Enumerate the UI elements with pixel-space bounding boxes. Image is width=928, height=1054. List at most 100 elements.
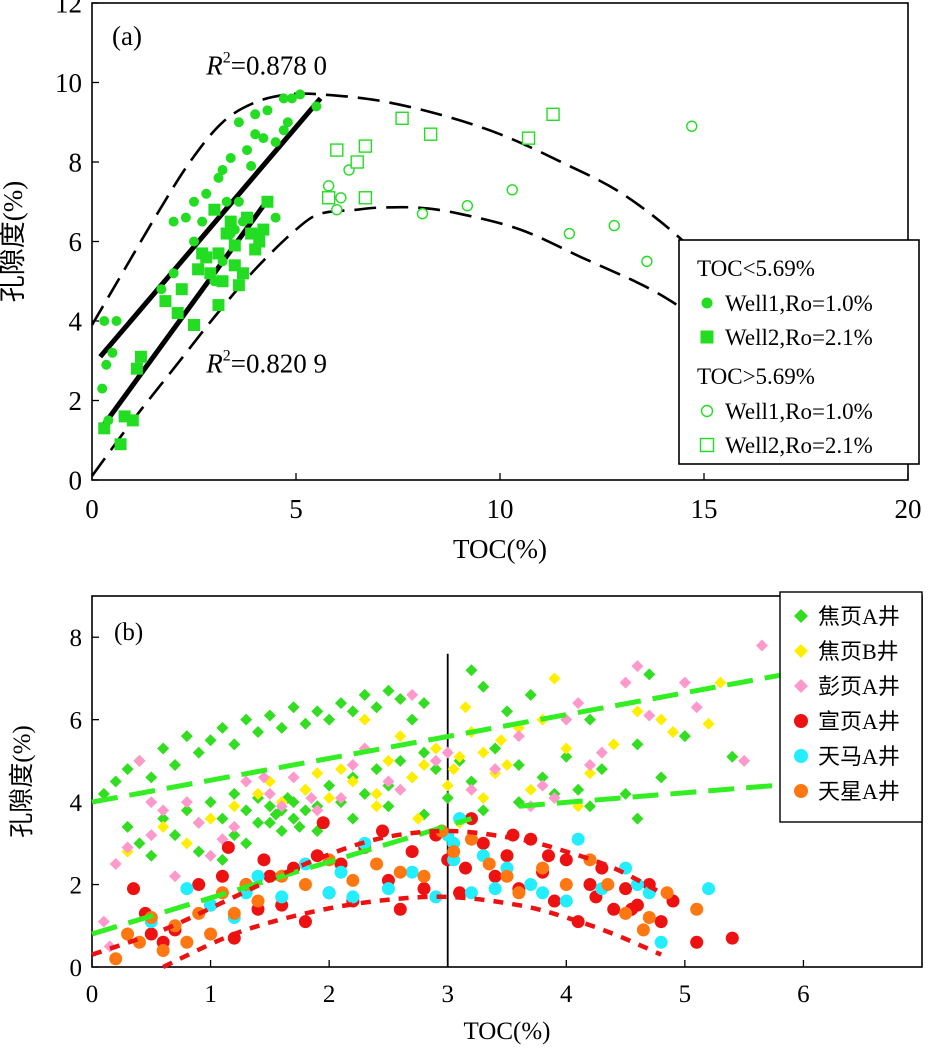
data-point [619, 787, 632, 800]
x-tick-label: 2 [323, 981, 336, 1008]
data-point [334, 865, 348, 879]
y-tick-label: 2 [70, 872, 83, 899]
legend-entry-label: 宣页A井 [818, 709, 900, 734]
envelope-curve [162, 894, 662, 970]
data-point [536, 861, 550, 875]
data-point [542, 849, 555, 863]
data-point [99, 316, 110, 326]
data-point [702, 882, 716, 896]
data-point [488, 869, 502, 883]
data-point [258, 133, 269, 144]
data-point [393, 865, 407, 879]
data-point [643, 668, 656, 681]
data-point [678, 730, 691, 743]
data-point [168, 919, 182, 933]
data-point [189, 196, 199, 207]
data-point [512, 759, 525, 772]
data-point [595, 763, 608, 776]
data-point [322, 886, 336, 900]
data-point [346, 775, 359, 788]
data-point [204, 898, 218, 912]
data-point [204, 849, 217, 862]
x-tick-label: 5 [679, 981, 692, 1008]
legend-box [678, 239, 920, 465]
data-point [130, 362, 143, 375]
data-point [213, 172, 224, 183]
data-point [394, 693, 407, 706]
data-point [180, 935, 194, 949]
legend-marker [699, 437, 715, 453]
data-point [305, 791, 318, 804]
data-point [169, 870, 181, 883]
data-point [293, 820, 306, 833]
data-point [175, 283, 188, 296]
data-point [350, 155, 364, 169]
data-point [346, 759, 359, 772]
data-point [643, 709, 656, 722]
legend-group-title: TOC>5.69% [697, 364, 815, 389]
x-tick-label: 0 [86, 981, 99, 1008]
panel-label: (a) [112, 21, 142, 51]
data-point [382, 775, 395, 788]
data-point [216, 721, 229, 734]
data-point [298, 878, 312, 892]
y-tick-label: 2 [69, 386, 83, 416]
data-point [275, 824, 288, 837]
data-point [584, 800, 596, 813]
data-point [506, 184, 518, 196]
series-square-open [321, 107, 560, 205]
dashed-bound-curve [90, 92, 726, 326]
data-point [725, 931, 739, 945]
data-point [429, 742, 442, 755]
data-point [287, 812, 300, 825]
data-point [282, 117, 293, 128]
data-point [559, 853, 573, 867]
panel-label: (b) [114, 619, 143, 646]
data-point [547, 894, 561, 908]
data-point [346, 890, 360, 904]
legend-a: TOC<5.69% Well1,Ro=1.0% Well2,Ro=2.1% TOC>5… [678, 239, 920, 465]
data-point [607, 902, 621, 916]
data-point [216, 812, 229, 825]
data-point [251, 869, 265, 883]
x-tick-label: 4 [560, 981, 573, 1008]
data-point [133, 754, 146, 767]
data-point [607, 738, 620, 751]
data-point [228, 239, 241, 252]
regression-line [98, 96, 323, 359]
data-point [382, 684, 395, 697]
data-point [563, 227, 576, 240]
data-point [512, 730, 525, 743]
data-point [702, 717, 715, 730]
data-point [501, 759, 513, 772]
y-tick-label: 0 [69, 465, 83, 495]
data-point [121, 841, 134, 854]
data-point [224, 215, 237, 228]
panel-a: 0 5 10 15 20024681012TOC(%)孔隙度(%)(a)R2=0.878… [0, 0, 922, 564]
data-point [447, 845, 461, 859]
data-point [233, 196, 244, 207]
data-point [242, 145, 253, 156]
data-point [287, 771, 300, 784]
data-point [429, 763, 442, 776]
data-point [257, 223, 270, 236]
data-point [595, 746, 608, 759]
data-point [654, 935, 668, 949]
data-point [631, 812, 644, 825]
data-point [216, 853, 229, 866]
data-point [559, 894, 573, 908]
data-point [145, 796, 158, 809]
data-point [358, 713, 371, 726]
data-point [287, 796, 300, 809]
legend-marker [701, 297, 713, 309]
r-squared-value: =0.820 9 [231, 349, 327, 379]
y-tick-label: 10 [55, 68, 82, 98]
data-point [121, 763, 134, 776]
data-point [477, 791, 490, 804]
data-point [157, 742, 170, 755]
data-point [381, 882, 395, 896]
data-point [405, 845, 419, 859]
data-point [180, 212, 191, 223]
data-point [245, 227, 258, 240]
